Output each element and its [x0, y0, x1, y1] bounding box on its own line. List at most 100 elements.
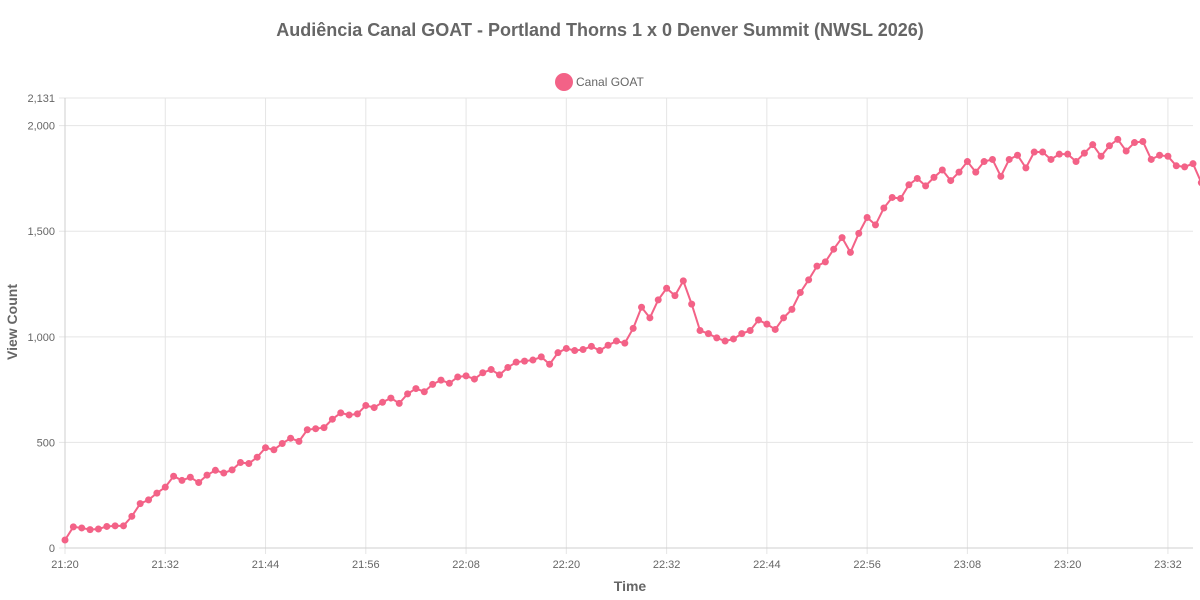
data-point[interactable] — [345, 411, 353, 419]
data-point[interactable] — [161, 483, 169, 491]
data-point[interactable] — [278, 439, 286, 447]
data-point[interactable] — [863, 214, 871, 222]
data-point[interactable] — [955, 168, 963, 176]
data-point[interactable] — [988, 155, 996, 163]
data-point[interactable] — [287, 434, 295, 442]
data-point[interactable] — [554, 349, 562, 357]
data-point[interactable] — [638, 303, 646, 311]
data-point[interactable] — [145, 496, 153, 504]
data-point[interactable] — [579, 346, 587, 353]
legend[interactable]: Canal GOAT — [555, 73, 644, 91]
data-point[interactable] — [713, 334, 721, 342]
data-point[interactable] — [704, 330, 712, 338]
data-point[interactable] — [587, 342, 595, 350]
data-point[interactable] — [512, 358, 520, 366]
data-point[interactable] — [1147, 155, 1155, 163]
data-point[interactable] — [1089, 141, 1097, 149]
data-point[interactable] — [1047, 155, 1055, 163]
data-point[interactable] — [880, 204, 888, 212]
data-point[interactable] — [128, 512, 136, 520]
data-point[interactable] — [771, 325, 779, 333]
data-point[interactable] — [69, 523, 77, 531]
data-point[interactable] — [671, 292, 679, 300]
data-point[interactable] — [1030, 148, 1038, 156]
data-point[interactable] — [328, 415, 336, 423]
data-point[interactable] — [61, 536, 69, 544]
data-point[interactable] — [487, 366, 495, 374]
data-point[interactable] — [420, 388, 428, 396]
data-point[interactable] — [437, 376, 445, 384]
data-point[interactable] — [195, 479, 203, 487]
data-point[interactable] — [245, 460, 253, 468]
data-point[interactable] — [186, 473, 194, 481]
data-point[interactable] — [1156, 151, 1164, 159]
data-point[interactable] — [905, 181, 913, 189]
data-point[interactable] — [654, 296, 662, 304]
data-point[interactable] — [805, 276, 813, 284]
data-point[interactable] — [262, 444, 270, 452]
data-point[interactable] — [529, 356, 537, 364]
data-point[interactable] — [1181, 163, 1189, 171]
data-point[interactable] — [821, 258, 829, 266]
data-point[interactable] — [1005, 155, 1013, 163]
data-point[interactable] — [746, 327, 754, 334]
data-point[interactable] — [721, 337, 729, 345]
data-point[interactable] — [1022, 164, 1030, 172]
data-point[interactable] — [153, 489, 161, 497]
data-point[interactable] — [537, 353, 545, 361]
data-point[interactable] — [696, 327, 704, 334]
data-point[interactable] — [780, 314, 788, 322]
data-point[interactable] — [479, 369, 487, 377]
data-point[interactable] — [412, 385, 420, 393]
data-point[interactable] — [270, 446, 278, 454]
data-point[interactable] — [997, 172, 1005, 180]
data-point[interactable] — [228, 466, 236, 474]
data-point[interactable] — [353, 410, 361, 418]
data-point[interactable] — [445, 379, 453, 387]
data-point[interactable] — [1131, 139, 1139, 147]
data-point[interactable] — [729, 335, 737, 343]
data-point[interactable] — [612, 337, 620, 345]
data-points[interactable] — [61, 135, 1200, 544]
data-point[interactable] — [320, 424, 328, 432]
data-point[interactable] — [495, 371, 503, 379]
data-point[interactable] — [604, 341, 612, 349]
data-point[interactable] — [679, 277, 687, 285]
data-point[interactable] — [930, 173, 938, 181]
data-point[interactable] — [111, 522, 119, 530]
data-point[interactable] — [888, 193, 896, 201]
data-point[interactable] — [303, 426, 311, 434]
data-point[interactable] — [646, 314, 654, 322]
data-point[interactable] — [972, 168, 980, 176]
data-point[interactable] — [1039, 148, 1047, 156]
data-point[interactable] — [846, 248, 854, 256]
data-point[interactable] — [922, 182, 930, 190]
data-point[interactable] — [621, 339, 629, 347]
data-point[interactable] — [94, 525, 102, 533]
data-point[interactable] — [838, 234, 846, 242]
data-point[interactable] — [362, 401, 370, 409]
data-point[interactable] — [855, 229, 863, 237]
data-point[interactable] — [571, 347, 579, 355]
data-point[interactable] — [370, 404, 378, 412]
data-point[interactable] — [596, 347, 604, 355]
data-point[interactable] — [78, 524, 86, 532]
data-point[interactable] — [1197, 179, 1200, 186]
data-point[interactable] — [236, 458, 244, 466]
data-point[interactable] — [170, 472, 178, 480]
data-point[interactable] — [521, 357, 529, 365]
data-point[interactable] — [379, 398, 387, 406]
data-point[interactable] — [1105, 142, 1113, 150]
data-point[interactable] — [1055, 150, 1063, 158]
data-point[interactable] — [454, 373, 462, 381]
data-point[interactable] — [1072, 158, 1080, 166]
data-point[interactable] — [1139, 138, 1147, 145]
data-point[interactable] — [1172, 162, 1180, 170]
data-point[interactable] — [1014, 151, 1022, 159]
data-point[interactable] — [813, 262, 821, 270]
data-point[interactable] — [562, 344, 570, 352]
data-point[interactable] — [178, 476, 186, 484]
data-point[interactable] — [897, 195, 905, 203]
data-point[interactable] — [337, 409, 345, 417]
data-point[interactable] — [211, 466, 219, 474]
